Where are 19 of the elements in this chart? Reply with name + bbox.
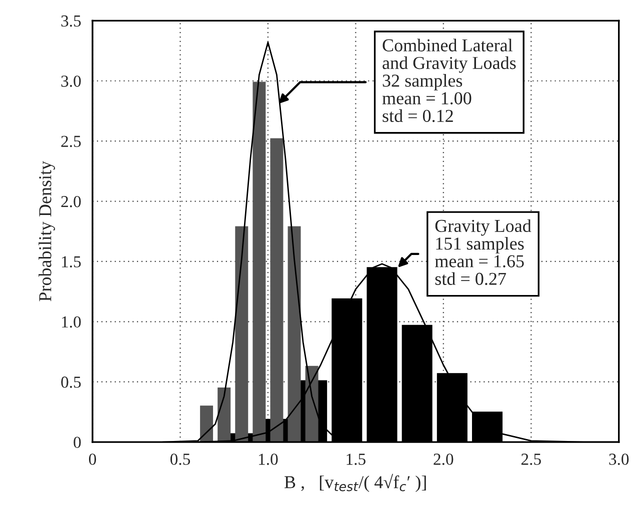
y-tick-label: 0: [74, 436, 81, 448]
annotation: Gravity Load 151 samples mean = 1.65 std = 0.27: [435, 219, 532, 286]
y-tick-label: 3.5: [61, 15, 81, 27]
x-axis-title: B , [v$_{test}$/( 4√f$_{c}$′ )]: [284, 474, 426, 492]
y-tick-label: 0.5: [61, 376, 81, 388]
x-tick-label: 3.0: [609, 454, 629, 465]
y-tick-label: 2.5: [61, 136, 81, 148]
y-tick-label: 2.0: [61, 196, 81, 208]
y-tick-label: 1.5: [62, 256, 81, 268]
x-tick-label: 0: [88, 454, 96, 465]
annotation: Combined Lateral and Gravity Loads 32 samples mean = 1.00 std = 0.12: [382, 38, 516, 122]
y-axis-title: Probability Density: [38, 160, 56, 302]
x-tick-label: 1.0: [259, 454, 278, 465]
y-tick-label: 3.0: [61, 76, 81, 87]
x-tick-label: 2.0: [434, 454, 454, 465]
x-tick-label: 1.5: [346, 454, 366, 465]
y-tick-label: 1.0: [62, 316, 81, 328]
x-tick-label: 2.5: [521, 454, 541, 465]
x-tick-label: 0.5: [170, 454, 190, 465]
